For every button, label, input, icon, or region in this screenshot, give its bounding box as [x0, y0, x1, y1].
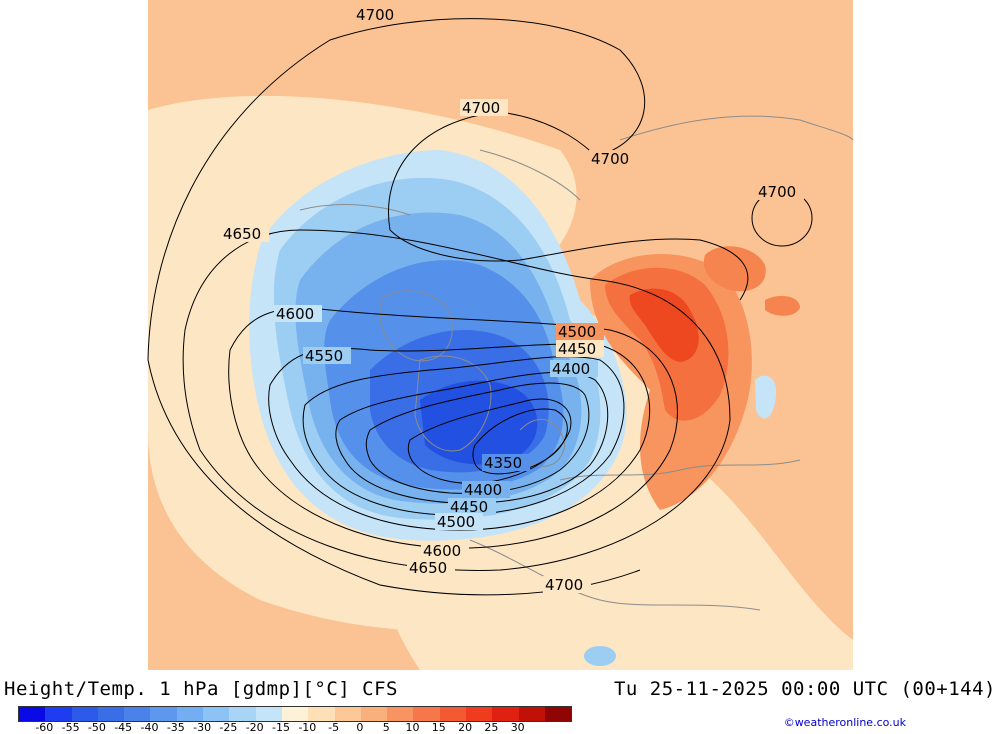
- contour-label: 4350: [484, 454, 522, 472]
- colorbar-label: -5: [328, 721, 340, 734]
- colorbar-label: 25: [484, 721, 499, 734]
- weather-map: 4700 4700 4700 4700 4650 4600 4550 4500 …: [147, 0, 854, 670]
- chart-title: Height/Temp. 1 hPa [gdmp][°C] CFS: [4, 678, 398, 700]
- colorbar-label: -60: [35, 721, 54, 734]
- contour-label: 4650: [409, 559, 447, 577]
- warm-blob-east-2: [765, 295, 800, 316]
- colorbar-cell: [176, 707, 204, 721]
- height-contours: [147, 18, 813, 596]
- warm-anomaly-core: [629, 288, 699, 362]
- colorbar-cell: [334, 707, 361, 721]
- colorbar-label: -55: [61, 721, 80, 734]
- colorbar-cell: [45, 707, 72, 721]
- contour-label: 4600: [276, 305, 314, 323]
- color-legend: [18, 706, 573, 722]
- contour-label: 4550: [305, 347, 343, 365]
- color-legend-labels: -60 -55 -50 -45 -40 -35 -30 -25 -20 -15 -10 -5 0 5 10 1…: [18, 721, 578, 734]
- warm-blob-east: [703, 246, 766, 292]
- credit-text: ©weatheronline.co.uk: [783, 716, 906, 729]
- contour-label: 4400: [464, 481, 502, 499]
- contour-label: 4450: [450, 498, 488, 516]
- colorbar-cell: [360, 707, 388, 721]
- cold-pool-center: [420, 380, 538, 465]
- contour-label: 4500: [558, 323, 596, 341]
- colorbar-cell: [150, 707, 177, 721]
- contour-label: 4700: [545, 576, 583, 594]
- colorbar-label: -20: [245, 721, 264, 734]
- colorbar-cell: [97, 707, 125, 721]
- colorbar-label: 10: [405, 721, 420, 734]
- colorbar-label: -45: [114, 721, 133, 734]
- colorbar-cell: [439, 707, 467, 721]
- colorbar-cell: [71, 707, 98, 721]
- colorbar-label: -30: [193, 721, 212, 734]
- colorbar-label: 20: [458, 721, 473, 734]
- colorbar-cell: [518, 707, 545, 721]
- colorbar-cell: [229, 707, 256, 721]
- colorbar-label: -50: [87, 721, 106, 734]
- contour-label: 4400: [552, 360, 590, 378]
- contour-label: 4600: [423, 542, 461, 560]
- colorbar-cell: [492, 707, 519, 721]
- contour-label: 4700: [758, 183, 796, 201]
- colorbar-cell: [255, 707, 282, 721]
- contour-label: 4700: [356, 6, 394, 24]
- colorbar-label: -40: [140, 721, 159, 734]
- contour-label: 4450: [558, 340, 596, 358]
- colorbar-label: -35: [166, 721, 185, 734]
- colorbar-label: 0: [356, 721, 364, 734]
- colorbar-cell: [281, 707, 309, 721]
- colorbar-label: -10: [298, 721, 317, 734]
- colorbar-label: 5: [382, 721, 390, 734]
- contour-label: 4700: [462, 99, 500, 117]
- cold-spot-east: [755, 375, 777, 419]
- colorbar-cell: [19, 707, 46, 721]
- colorbar-label: 30: [510, 721, 525, 734]
- south-light-area: [380, 470, 853, 670]
- valid-time: Tu 25-11-2025 00:00 UTC (00+144): [613, 678, 996, 700]
- colorbar-label: -15: [272, 721, 290, 734]
- colorbar-label: 15: [431, 721, 446, 734]
- contour-label: 4500: [437, 513, 475, 531]
- contour-labels: 4700 4700 4700 4700 4650 4600 4550 4500 …: [221, 6, 804, 594]
- colorbar-cell: [203, 707, 230, 721]
- colorbar-label: -25: [219, 721, 238, 734]
- colorbar-cell: [308, 707, 335, 721]
- contour-label: 4700: [591, 150, 629, 168]
- cold-spot-south: [584, 646, 616, 666]
- colorbar-cell: [413, 707, 440, 721]
- colorbar-cell: [544, 707, 572, 721]
- colorbar-cell: [124, 707, 151, 721]
- coastlines: [299, 115, 854, 611]
- colorbar-cell: [387, 707, 414, 721]
- contour-label: 4650: [223, 225, 261, 243]
- colorbar-cell: [466, 707, 493, 721]
